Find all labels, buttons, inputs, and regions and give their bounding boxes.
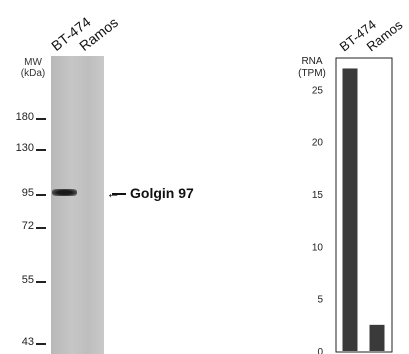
mw-marker-label: 180 bbox=[15, 111, 34, 123]
mw-marker-label: 43 bbox=[21, 336, 34, 348]
mw-marker-tick bbox=[36, 281, 46, 283]
y-axis-label: RNA bbox=[301, 56, 322, 67]
y-tick-label: 15 bbox=[312, 190, 324, 201]
mw-marker-label: 55 bbox=[21, 274, 34, 286]
mw-marker-tick bbox=[36, 149, 46, 151]
mw-marker-tick bbox=[36, 118, 46, 120]
y-tick-label: 0 bbox=[317, 347, 323, 354]
y-tick-label: 5 bbox=[317, 295, 323, 306]
golgin97-band bbox=[52, 189, 77, 196]
y-tick-label: 25 bbox=[312, 85, 324, 96]
plot-frame bbox=[335, 57, 393, 353]
y-axis-label: (TPM) bbox=[298, 68, 326, 79]
mw-header-line2: (kDa) bbox=[20, 68, 46, 79]
arrow-shaft bbox=[112, 193, 126, 195]
bar bbox=[342, 68, 358, 351]
mw-marker-label: 72 bbox=[21, 220, 34, 232]
mw-marker-label: 130 bbox=[15, 142, 34, 154]
mw-marker-tick bbox=[36, 343, 46, 345]
band-annotation: Golgin 97 bbox=[130, 185, 194, 201]
western-blot-image bbox=[51, 56, 104, 354]
mw-marker-tick bbox=[36, 194, 46, 196]
bar bbox=[369, 324, 385, 351]
y-tick-label: 10 bbox=[312, 242, 324, 253]
y-tick-label: 20 bbox=[312, 138, 324, 149]
mw-header-line1: MW bbox=[24, 57, 42, 68]
mw-header: MW (kDa) bbox=[18, 57, 48, 79]
mw-marker-tick bbox=[36, 227, 46, 229]
mw-marker-label: 95 bbox=[21, 187, 34, 199]
